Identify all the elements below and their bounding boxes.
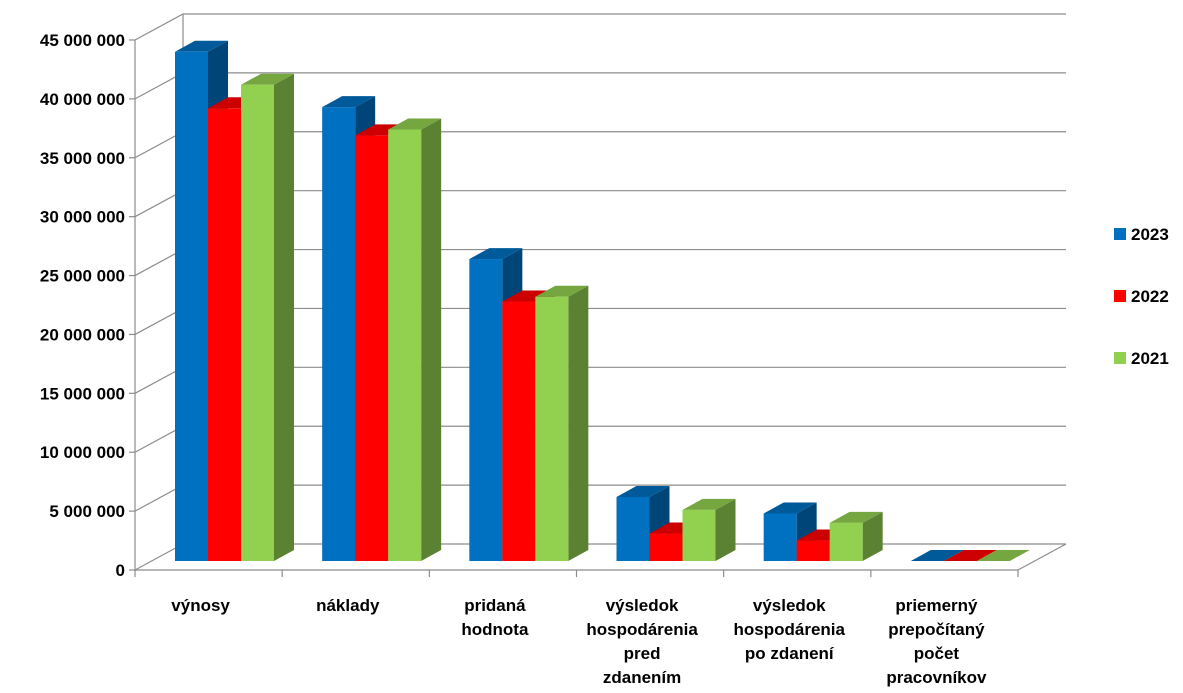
y-tick-label: 15 000 000: [40, 384, 125, 403]
bar-side: [421, 118, 442, 561]
bar-top: [976, 550, 1030, 561]
legend: 2023 2022 2021: [1114, 225, 1169, 368]
bar-side: [715, 498, 736, 561]
category-label: výnosy: [171, 596, 230, 615]
bar-top: [910, 550, 964, 561]
bar-top: [763, 502, 817, 514]
bar-front: [829, 522, 863, 561]
bar-top: [535, 285, 589, 297]
bar-top: [682, 498, 736, 510]
legend-swatch: [1114, 352, 1126, 364]
bar-top: [241, 73, 294, 85]
legend-label: 2022: [1131, 287, 1169, 306]
bar-front: [388, 129, 422, 561]
bar-top: [175, 40, 228, 52]
bar-front: [616, 496, 650, 561]
category-label: pridaná hodnota: [461, 596, 529, 639]
category-labels: výnosy náklady pridaná hodnota výsledok hospo…: [171, 596, 987, 687]
bar-top: [616, 485, 670, 497]
floor-right-edge: [1017, 543, 1067, 571]
bar-front: [241, 84, 274, 561]
bar-front: [175, 51, 208, 562]
bar-front: [682, 509, 716, 561]
category-label: výsledok hospodárenia po zdanení: [734, 596, 846, 663]
bar-top: [388, 118, 442, 130]
bar-side: [274, 73, 294, 561]
legend-label: 2021: [1131, 349, 1169, 368]
y-tick-label: 5 000 000: [49, 502, 125, 521]
y-tick-label: 25 000 000: [40, 267, 125, 286]
bar-front: [355, 135, 389, 561]
bar-2023-5: [910, 550, 964, 561]
y-axis-tick-labels: 0 5 000 000 10 000 000 15 000 000 20 000 000…: [40, 31, 125, 580]
bar-front: [649, 533, 683, 561]
y-tick-label: 0: [116, 561, 125, 580]
y-tick-label: 45 000 000: [40, 31, 125, 50]
bar-front: [535, 296, 569, 561]
bar-front: [469, 259, 503, 561]
gridline: [134, 13, 1066, 41]
bar-side: [862, 511, 883, 561]
bar-front: [208, 108, 241, 562]
category-label: výsledok hospodárenia pred zdanením: [586, 596, 698, 687]
bar-2021-2: [535, 285, 589, 561]
bar-front: [502, 301, 536, 561]
bar-2021-0: [241, 73, 294, 561]
bar-front: [763, 513, 797, 561]
bar-side: [568, 285, 589, 561]
legend-label: 2023: [1131, 225, 1169, 244]
bar-2021-1: [388, 118, 442, 561]
y-tick-label: 20 000 000: [40, 325, 125, 344]
bar-2021-4: [829, 511, 883, 561]
category-label: priemerný prepočítaný počet pracovníkov: [886, 596, 987, 687]
bar-front: [796, 540, 830, 561]
bars: [175, 40, 1030, 562]
y-tick-label: 30 000 000: [40, 208, 125, 227]
y-tick-label: 40 000 000: [40, 90, 125, 109]
y-tick-label: 10 000 000: [40, 443, 125, 462]
legend-item-2023: 2023: [1114, 225, 1169, 244]
bar-front: [322, 107, 356, 561]
bar-top: [943, 550, 997, 561]
bar-2022-5: [943, 550, 997, 561]
legend-swatch: [1114, 228, 1126, 240]
legend-item-2021: 2021: [1114, 349, 1169, 368]
bar-2021-3: [682, 498, 736, 561]
bar-2021-5: [976, 550, 1030, 561]
legend-item-2022: 2022: [1114, 287, 1169, 306]
bar-top: [322, 96, 376, 108]
bar-top: [829, 511, 883, 523]
category-label: náklady: [316, 596, 380, 615]
legend-swatch: [1114, 290, 1126, 302]
bar-top: [469, 248, 523, 260]
y-tick-label: 35 000 000: [40, 149, 125, 168]
